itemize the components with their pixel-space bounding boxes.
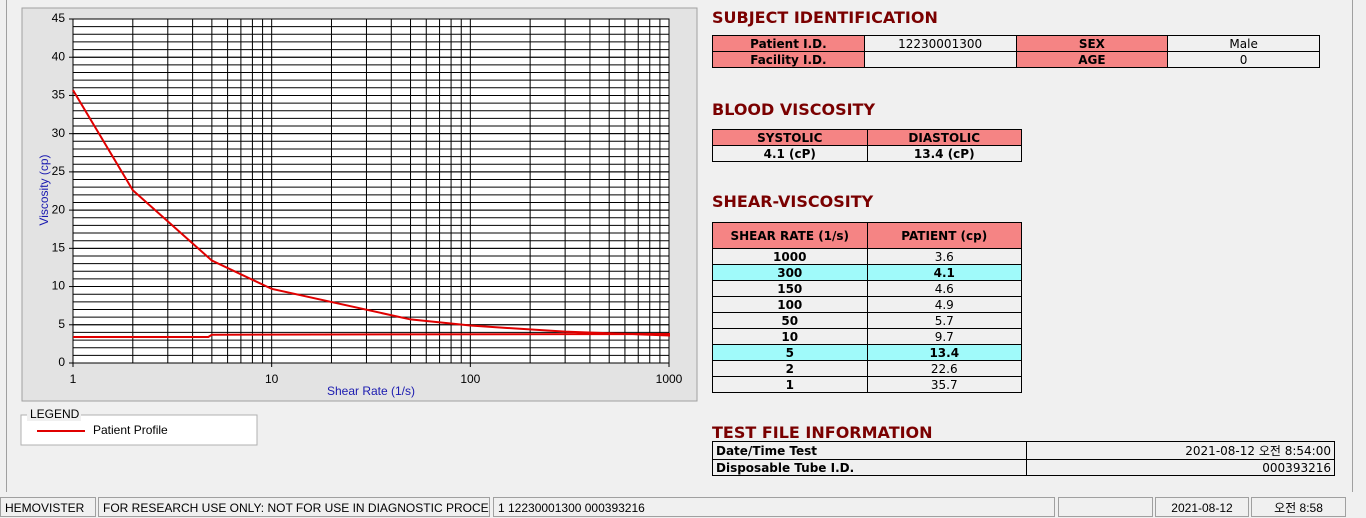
label-cell: Facility I.D.: [712, 51, 865, 68]
y-tick-label: 35: [52, 88, 66, 102]
header-cell: SYSTOLIC: [712, 129, 868, 146]
y-tick-label: 30: [52, 126, 66, 140]
y-tick-label: 45: [52, 11, 66, 25]
value-cell: Male: [1167, 35, 1320, 52]
table-row: Date/Time Test 2021-08-12 오전 8:54:00: [712, 441, 1335, 460]
status-panel: HEMOVISTER: [0, 497, 96, 517]
blood-table: SYSTOLIC DIASTOLIC 4.1 (cP) 13.4 (cP): [712, 129, 1022, 162]
value-cell: [863, 51, 1017, 68]
value-cell: 2021-08-12 오전 8:54:00: [1026, 441, 1335, 460]
y-tick-label: 10: [52, 279, 66, 293]
shear-rate-cell: 100: [712, 296, 868, 313]
shear-rate-cell: 150: [712, 280, 868, 297]
legend-title-bg: [27, 409, 81, 421]
table-row: 1000 3.6: [712, 248, 1022, 265]
x-tick-label: 100: [460, 372, 480, 386]
table-row: Patient I.D. 12230001300 SEX Male: [712, 35, 1320, 52]
chart: Shear Rate (1/s) Viscosity (cp) LEGEND 0…: [20, 7, 698, 446]
y-tick-label: 15: [52, 241, 66, 255]
value-cell: 12230001300: [863, 35, 1017, 52]
plot-area: [73, 19, 669, 363]
x-tick-label: 1000: [656, 372, 683, 386]
value-cell: 000393216: [1026, 459, 1335, 476]
label-cell: Date/Time Test: [712, 441, 1027, 460]
viscosity-cell: 4.9: [866, 296, 1022, 313]
shear-rate-cell: 300: [712, 264, 868, 281]
viscosity-cell: 5.7: [866, 312, 1022, 329]
table-row: 4.1 (cP) 13.4 (cP): [712, 145, 1022, 162]
viscosity-cell: 13.4: [866, 344, 1022, 361]
y-tick-label: 20: [52, 202, 66, 216]
y-tick-label: 40: [52, 49, 66, 63]
status-panel: 오전 8:58: [1251, 497, 1346, 517]
table-row: 2 22.6: [712, 360, 1022, 377]
label-cell: Patient I.D.: [712, 35, 865, 52]
viscosity-cell: 4.1: [866, 264, 1022, 281]
label-cell: SEX: [1015, 35, 1169, 52]
subject-table: Patient I.D. 12230001300 SEX Male Facility I…: [712, 35, 1320, 68]
y-axis-title: Viscosity (cp): [37, 154, 51, 225]
x-tick-label: 1: [70, 372, 77, 386]
table-row: SYSTOLIC DIASTOLIC: [712, 129, 1022, 146]
section-title: TEST FILE INFORMATION: [712, 423, 933, 442]
shear-table: SHEAR RATE (1/s) PATIENT (cp) 1000 3.6 300 4.…: [712, 222, 1022, 393]
legend-title: LEGEND: [30, 407, 80, 421]
shear-rate-cell: 2: [712, 360, 868, 377]
viscosity-cell: 4.6: [866, 280, 1022, 297]
table-row: 5 13.4: [712, 344, 1022, 361]
section-title: SHEAR-VISCOSITY: [712, 192, 874, 211]
y-tick-label: 0: [58, 355, 65, 369]
shear-rate-cell: 1000: [712, 248, 868, 265]
status-panel: 2021-08-12: [1155, 497, 1249, 517]
table-row: Disposable Tube I.D. 000393216: [712, 459, 1335, 476]
window-border: [6, 0, 7, 492]
shear-rate-cell: 5: [712, 344, 868, 361]
value-cell: 13.4 (cP): [866, 145, 1022, 162]
test-file-table: Date/Time Test 2021-08-12 오전 8:54:00 Dispo…: [712, 441, 1335, 476]
table-row: Facility I.D. AGE 0: [712, 51, 1320, 68]
viscosity-cell: 3.6: [866, 248, 1022, 265]
legend-label: Patient Profile: [93, 423, 168, 437]
shear-rate-cell: 1: [712, 376, 868, 393]
table-row: SHEAR RATE (1/s) PATIENT (cp): [712, 222, 1022, 249]
value-cell: 4.1 (cP): [712, 145, 868, 162]
shear-rate-cell: 50: [712, 312, 868, 329]
header-cell: DIASTOLIC: [866, 129, 1022, 146]
data-line: [72, 89, 670, 339]
table-row: 100 4.9: [712, 296, 1022, 313]
section-title: BLOOD VISCOSITY: [712, 100, 876, 119]
status-panel: 1 12230001300 000393216: [493, 497, 1055, 517]
label-cell: Disposable Tube I.D.: [712, 459, 1027, 476]
viscosity-cell: 22.6: [866, 360, 1022, 377]
viscosity-cell: 9.7: [866, 328, 1022, 345]
value-cell: 0: [1167, 51, 1320, 68]
label-cell: AGE: [1015, 51, 1169, 68]
table-row: 1 35.7: [712, 376, 1022, 393]
table-row: 50 5.7: [712, 312, 1022, 329]
table-row: 300 4.1: [712, 264, 1022, 281]
x-axis-title: Shear Rate (1/s): [327, 384, 415, 398]
y-tick-label: 5: [58, 317, 65, 331]
table-row: 10 9.7: [712, 328, 1022, 345]
plot-frame: [72, 18, 670, 364]
shear-rate-cell: 10: [712, 328, 868, 345]
section-title: SUBJECT IDENTIFICATION: [712, 8, 938, 27]
viscosity-cell: 35.7: [866, 376, 1022, 393]
window-border: [1352, 0, 1353, 492]
header-cell: PATIENT (cp): [866, 222, 1022, 249]
y-tick-label: 25: [52, 164, 66, 178]
status-panel: [1058, 497, 1153, 517]
table-row: 150 4.6: [712, 280, 1022, 297]
status-panel: FOR RESEARCH USE ONLY: NOT FOR USE IN DI…: [98, 497, 490, 517]
header-cell: SHEAR RATE (1/s): [712, 222, 868, 249]
x-tick-label: 10: [265, 372, 279, 386]
